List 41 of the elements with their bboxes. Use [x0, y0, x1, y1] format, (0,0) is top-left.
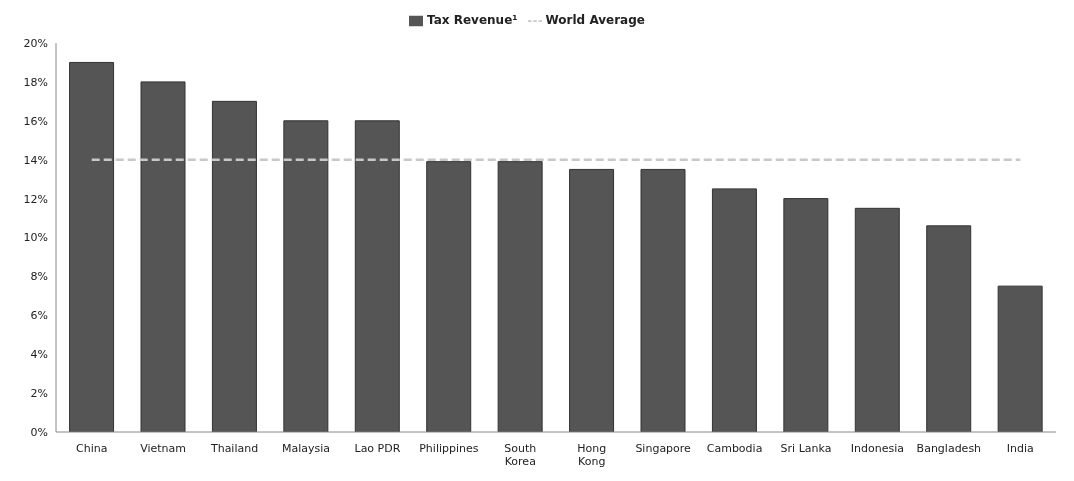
y-tick-label: 0% — [30, 425, 48, 439]
x-tick-label: Malaysia — [281, 442, 331, 455]
bar — [711, 188, 757, 432]
x-tick-label: Philippines — [419, 442, 479, 455]
bar — [211, 100, 257, 432]
bar — [497, 161, 543, 432]
bar — [783, 198, 829, 432]
legend-label: World Average — [545, 13, 645, 27]
x-tick-label: India — [1006, 442, 1034, 455]
x-tick-label: Vietnam — [140, 442, 187, 455]
y-tick-label: 6% — [30, 309, 48, 323]
x-tick-label: Lao PDR — [354, 442, 401, 455]
bar — [997, 285, 1043, 432]
legend-label: Tax Revenue¹ — [427, 13, 518, 27]
x-tick-label: South Korea — [504, 442, 537, 468]
bar — [640, 168, 686, 432]
y-tick-label: 4% — [30, 348, 48, 362]
x-tick-label: Cambodia — [706, 442, 763, 455]
bar — [140, 81, 186, 432]
bar — [854, 207, 900, 432]
bar — [69, 61, 115, 432]
bar — [426, 161, 472, 432]
y-tick-label: 12% — [23, 192, 48, 206]
x-tick-label: Singapore — [635, 442, 692, 455]
x-tick-label: Hong Kong — [577, 442, 607, 468]
x-tick-label: Sri Lanka — [780, 442, 832, 455]
bar — [283, 120, 329, 432]
x-tick-label: China — [76, 442, 108, 455]
x-tick-label: Thailand — [209, 442, 259, 455]
bar — [354, 120, 400, 432]
bar — [569, 168, 615, 432]
y-tick-label: 10% — [23, 231, 48, 245]
y-tick-label: 8% — [30, 270, 48, 284]
y-tick-label: 16% — [23, 114, 48, 128]
y-tick-label: 2% — [30, 387, 48, 401]
x-tick-label: Indonesia — [850, 442, 905, 455]
y-tick-label: 20% — [23, 36, 48, 50]
bar — [926, 225, 972, 432]
x-tick-label: Bangladesh — [916, 442, 982, 455]
y-tick-label: 18% — [23, 75, 48, 89]
y-tick-label: 14% — [23, 153, 48, 167]
